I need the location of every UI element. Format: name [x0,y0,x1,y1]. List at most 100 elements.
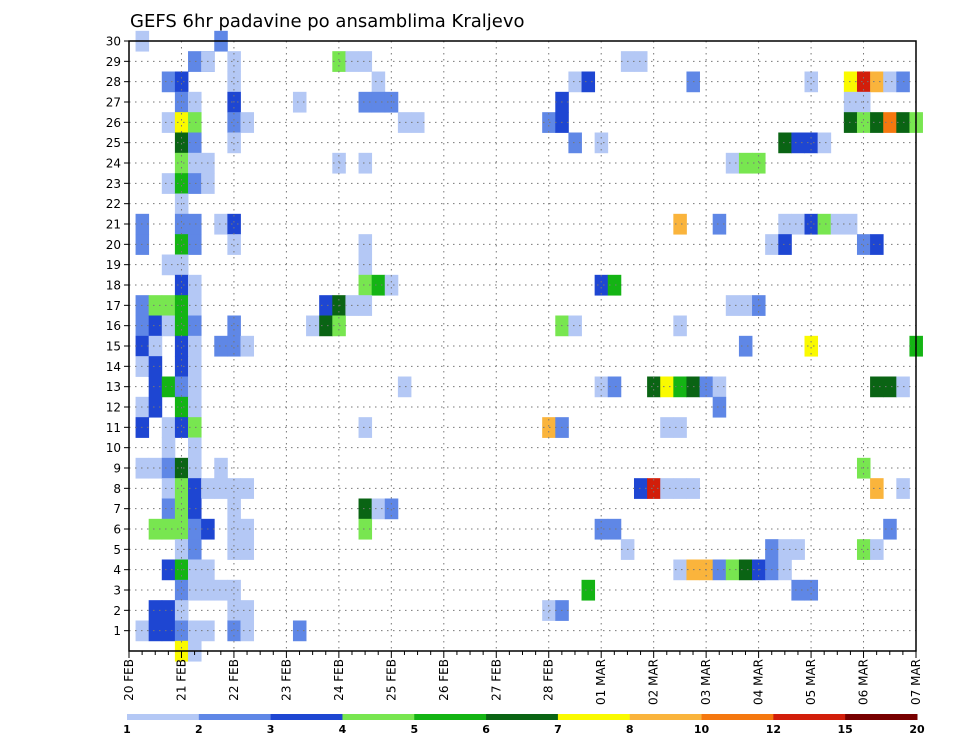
y-tick-label: 3 [113,584,121,598]
heatmap-cell [188,437,202,459]
legend-label: 6 [482,723,490,736]
heatmap-cell [384,274,399,296]
heatmap-cell [188,518,202,540]
x-tick-label: 28 FEB [542,659,556,701]
y-axis: 1234567891011121314151617181920212223242… [106,35,129,638]
heatmap-cell [633,51,648,72]
heatmap-cell [319,295,333,316]
y-tick-label: 1 [113,624,121,638]
heatmap-cell [568,71,582,93]
heatmap-cell [188,295,202,316]
heatmap-cell [384,498,399,520]
heatmap-cell [778,539,792,560]
heatmap-cell [188,376,202,398]
heatmap-cell [161,478,176,499]
legend-label: 1 [123,723,131,736]
heatmap-cell [804,579,819,601]
y-tick-label: 24 [106,157,121,171]
heatmap-cell [568,315,582,337]
y-tick-label: 10 [106,441,121,455]
y-tick-label: 13 [106,380,121,394]
heatmap-cell [188,132,202,154]
heatmap-cell [804,132,819,154]
heatmap-cell [594,274,609,296]
heatmap-cell [371,274,386,296]
heatmap-cell [188,478,202,499]
heatmap-cell [174,173,189,194]
heatmap-cell [240,600,255,621]
heatmap-cell [227,71,241,93]
x-tick-label: 27 FEB [489,659,503,701]
heatmap-cell [227,498,241,520]
heatmap-cell [856,71,871,93]
y-tick-label: 9 [113,462,121,476]
heatmap-cell [161,559,176,581]
heatmap-cell [581,579,596,601]
x-tick-label: 23 FEB [279,659,293,701]
x-tick-label: 01 MAR [594,659,608,705]
heatmap-cell [174,579,189,601]
heatmap-cell [227,51,241,72]
heatmap-cell [542,417,556,438]
heatmap-cell [227,234,241,255]
heatmap-cell [174,254,189,276]
y-tick-label: 4 [113,563,121,577]
heatmap-cell [188,457,202,479]
heatmap-cell [161,376,176,398]
heatmap-cell [306,315,320,337]
heatmap-cell [188,51,202,72]
legend-swatch [198,714,272,720]
y-tick-label: 21 [106,218,121,232]
heatmap-cell [174,274,189,296]
heatmap-cell [214,213,228,235]
heatmap-cell [188,335,202,357]
heatmap-cell [188,91,202,113]
heatmap-cell [843,213,858,235]
heatmap-cell [188,559,202,581]
heatmap-cell [791,539,805,560]
heatmap-cell [712,559,727,581]
heatmap-cell [660,417,674,438]
y-tick-label: 12 [106,401,121,415]
heatmap-cells [135,30,923,662]
heatmap-cell [161,518,176,540]
heatmap-cell [174,600,189,621]
heatmap-cell [712,376,727,398]
heatmap-cell [188,112,202,133]
heatmap-cell [148,335,163,357]
heatmap-cell [161,600,176,621]
heatmap-cell [174,478,189,499]
heatmap-cell [542,112,556,133]
heatmap-cell [804,71,819,93]
legend-swatch [557,714,631,720]
heatmap-cell [660,478,674,499]
heatmap-cell [358,518,373,540]
heatmap-cell [542,600,556,621]
y-tick-label: 11 [106,421,121,435]
heatmap-cell [633,478,648,499]
heatmap-cell [174,498,189,520]
heatmap-cell [227,112,241,133]
x-tick-label: 20 FEB [122,659,136,701]
heatmap-cell [738,559,753,581]
heatmap-cell [188,396,202,418]
heatmap-cell [883,112,897,133]
heatmap-cell [188,213,202,235]
heatmap-cell [240,518,255,540]
x-tick-label: 25 FEB [384,659,398,701]
heatmap-cell [594,376,609,398]
heatmap-cell [148,356,163,377]
heatmap-cell [161,254,176,276]
legend-swatch [486,714,559,720]
heatmap-cell [174,315,189,337]
heatmap-cell [292,620,307,642]
y-tick-label: 7 [113,502,121,516]
y-tick-label: 29 [106,55,121,69]
x-tick-label: 03 MAR [699,659,713,705]
heatmap-cell [673,417,687,438]
legend-label: 15 [838,723,853,736]
heatmap-cell [188,274,202,296]
heatmap-cell [148,376,163,398]
heatmap-cell [174,356,189,377]
legend-label: 3 [267,723,275,736]
